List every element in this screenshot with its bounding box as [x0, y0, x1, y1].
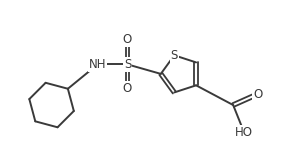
Text: NH: NH	[89, 58, 106, 71]
Text: HO: HO	[235, 126, 253, 139]
Text: O: O	[123, 33, 132, 46]
Text: O: O	[253, 88, 262, 101]
Text: O: O	[123, 82, 132, 95]
Text: S: S	[171, 49, 178, 62]
Text: S: S	[124, 58, 131, 71]
